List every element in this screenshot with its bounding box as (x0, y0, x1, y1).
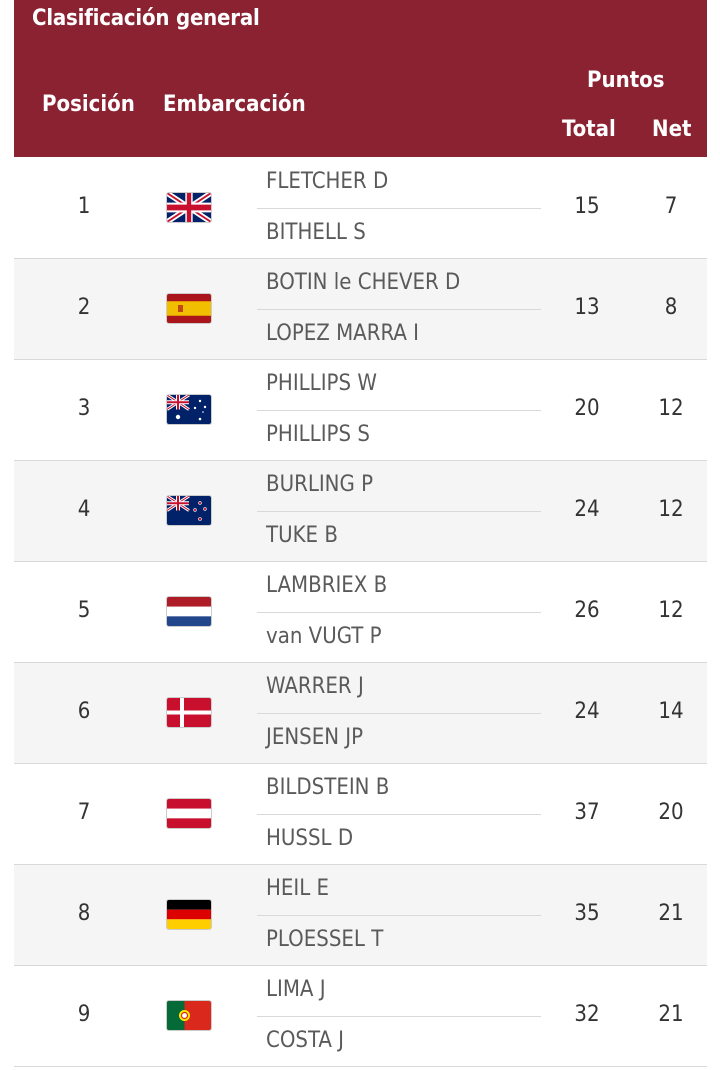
table-row[interactable]: 2 BOTIN le CHEVER D LOPEZ MARRA I 13 8 (14, 259, 707, 360)
sailor-name: BILDSTEIN B (266, 775, 390, 800)
table-row[interactable]: 6 WARRER J JENSEN JP 24 14 (14, 663, 707, 764)
sailor-name: BOTIN le CHEVER D (266, 270, 461, 295)
sailor-name: HEIL E (266, 876, 330, 901)
sailor-name: BURLING P (266, 472, 374, 497)
divider (257, 814, 541, 815)
total-points: 13 (574, 295, 600, 320)
net-points: 21 (658, 901, 684, 926)
column-header-net: Net (652, 117, 692, 142)
sailor-name: WARRER J (266, 674, 364, 699)
position-cell: 3 (77, 396, 91, 421)
table-row[interactable]: 7 BILDSTEIN B HUSSL D 37 20 (14, 764, 707, 865)
total-points: 20 (574, 396, 600, 421)
sailor-name: PHILLIPS S (266, 422, 370, 447)
net-points: 14 (658, 699, 684, 724)
gbr-flag-icon (167, 193, 211, 222)
divider (257, 713, 541, 714)
net-points: 21 (658, 1002, 684, 1027)
column-header-points: Puntos (587, 68, 665, 93)
net-points: 12 (658, 396, 684, 421)
aus-flag-icon (167, 395, 211, 424)
table-row[interactable]: 5 LAMBRIEX B van VUGT P 26 12 (14, 562, 707, 663)
sailor-name: PLOESSEL T (266, 927, 384, 952)
column-header-boat: Embarcación (163, 92, 306, 117)
table-row[interactable]: 3 PHILLIPS W PHILLIPS S 20 12 (14, 360, 707, 461)
divider (257, 410, 541, 411)
total-points: 15 (574, 194, 600, 219)
total-points: 35 (574, 901, 600, 926)
divider (257, 915, 541, 916)
sailor-name: LOPEZ MARRA I (266, 321, 419, 346)
nzl-flag-icon (167, 496, 211, 525)
divider (257, 309, 541, 310)
table-row[interactable]: 8 HEIL E PLOESSEL T 35 21 (14, 865, 707, 966)
position-cell: 8 (77, 901, 91, 926)
position-cell: 6 (77, 699, 91, 724)
position-cell: 4 (77, 497, 91, 522)
position-cell: 9 (77, 1002, 91, 1027)
sailor-name: BITHELL S (266, 220, 366, 245)
sailor-name: COSTA J (266, 1028, 344, 1053)
column-header-total: Total (562, 117, 616, 142)
total-points: 37 (574, 800, 600, 825)
sailor-name: HUSSL D (266, 826, 354, 851)
net-points: 12 (658, 497, 684, 522)
divider (257, 612, 541, 613)
total-points: 24 (574, 699, 600, 724)
ned-flag-icon (167, 597, 211, 626)
table-row[interactable]: 4 BURLING P TUKE B 24 12 (14, 461, 707, 562)
sailor-name: JENSEN JP (266, 725, 364, 750)
sailor-name: FLETCHER D (266, 169, 389, 194)
den-flag-icon (167, 698, 211, 727)
net-points: 7 (664, 194, 678, 219)
net-points: 8 (664, 295, 678, 320)
sailor-name: LAMBRIEX B (266, 573, 388, 598)
divider (257, 511, 541, 512)
standings-table: 1 FLETCHER D BITHELL S 15 7 2 BOTIN le C… (14, 158, 707, 1067)
total-points: 32 (574, 1002, 600, 1027)
sailor-name: PHILLIPS W (266, 371, 377, 396)
column-header-position: Posición (42, 92, 135, 117)
page-title: Clasificación general (32, 6, 260, 31)
total-points: 26 (574, 598, 600, 623)
sailor-name: van VUGT P (266, 624, 382, 649)
position-cell: 2 (77, 295, 91, 320)
sailor-name: LIMA J (266, 977, 326, 1002)
position-cell: 1 (77, 194, 91, 219)
esp-flag-icon (167, 294, 211, 323)
aut-flag-icon (167, 799, 211, 828)
net-points: 12 (658, 598, 684, 623)
position-cell: 5 (77, 598, 91, 623)
total-points: 24 (574, 497, 600, 522)
ger-flag-icon (167, 900, 211, 929)
divider (257, 208, 541, 209)
sailor-name: TUKE B (266, 523, 338, 548)
table-row[interactable]: 9 LIMA J COSTA J 32 21 (14, 966, 707, 1067)
net-points: 20 (658, 800, 684, 825)
standings-header: Clasificación general Posición Embarcaci… (14, 0, 707, 157)
position-cell: 7 (77, 800, 91, 825)
por-flag-icon (167, 1001, 211, 1030)
table-row[interactable]: 1 FLETCHER D BITHELL S 15 7 (14, 158, 707, 259)
divider (257, 1016, 541, 1017)
